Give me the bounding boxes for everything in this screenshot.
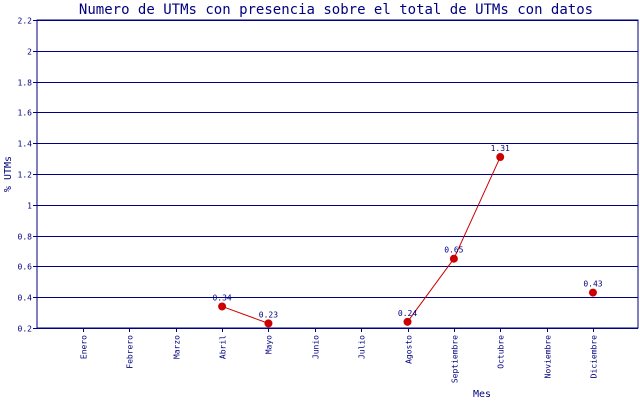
y-tick-label: 1.6: [18, 109, 33, 118]
data-label: 0.43: [583, 280, 602, 289]
x-tick-label: Noviembre: [544, 335, 553, 379]
y-tick-label: 0.4: [18, 294, 33, 303]
x-tick-label: Septiembre: [451, 335, 460, 383]
data-label: 0.24: [398, 309, 417, 318]
data-labels: 0.34 0.23 0.24 0.65 1.31 0.43: [212, 144, 602, 319]
axes: 0.2 0.4 0.6 0.8 1 1.2 1.4 1.6 1.8 2 2.2 Enero Febrer…: [18, 17, 639, 383]
x-tick-label: Junio: [312, 335, 321, 359]
x-tick-label: Octubre: [497, 335, 506, 369]
x-tick-label: Agosto: [405, 335, 414, 364]
chart-title: Numero de UTMs con presencia sobre el to…: [79, 2, 593, 18]
y-tick-label: 2: [27, 48, 32, 57]
data-point: [449, 254, 458, 263]
gridlines: [37, 20, 638, 329]
data-label: 0.65: [444, 246, 463, 255]
data-points: [218, 153, 597, 328]
series-segment: [453, 156, 501, 259]
x-tick-label: Diciembre: [590, 335, 599, 379]
data-label: 1.31: [491, 144, 510, 153]
y-tick-label: 0.2: [18, 325, 33, 334]
y-tick-label: 0.8: [18, 233, 33, 242]
data-point: [496, 153, 505, 162]
data-point: [403, 317, 412, 326]
series-segment: [221, 305, 269, 324]
y-tick-label: 1.2: [18, 171, 33, 180]
x-tick-label: Enero: [80, 335, 89, 359]
data-point: [218, 302, 227, 311]
data-point: [588, 288, 597, 297]
y-tick-label: 1.8: [18, 79, 33, 88]
y-tick-label: 2.2: [18, 17, 33, 26]
data-label: 0.23: [259, 310, 278, 319]
x-tick-label: Abril: [219, 335, 228, 359]
x-tick-label: Mayo: [265, 335, 274, 354]
x-tick-label: Marzo: [173, 335, 182, 359]
x-axis-label: Mes: [473, 389, 491, 400]
x-tick-label: Febrero: [126, 335, 135, 369]
y-tick-label: 1.4: [18, 140, 33, 149]
data-point: [264, 319, 273, 328]
series-segment: [407, 258, 455, 323]
y-tick-label: 0.6: [18, 263, 33, 272]
y-axis-label: % UTMs: [3, 156, 14, 192]
data-label: 0.34: [212, 293, 231, 302]
y-tick-label: 1: [27, 202, 32, 211]
x-tick-label: Julio: [358, 335, 367, 359]
series-line: [221, 156, 501, 324]
